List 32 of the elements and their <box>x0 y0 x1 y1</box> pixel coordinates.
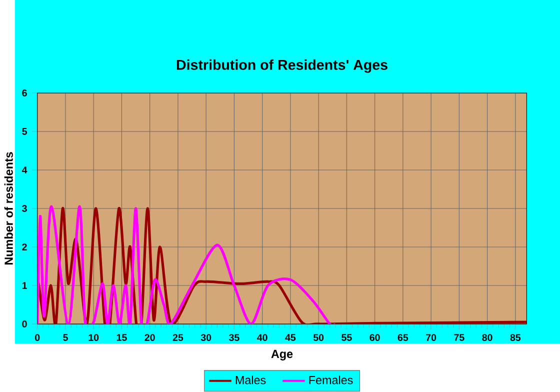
y-tick-label: 1 <box>22 282 27 290</box>
y-axis-title: Number of residents <box>4 152 13 265</box>
x-tick-label: 25 <box>172 334 184 342</box>
x-tick-label: 80 <box>482 334 492 342</box>
x-tick-label: 10 <box>88 334 99 342</box>
x-axis-title: Age <box>271 350 293 361</box>
x-tick-label: 20 <box>144 334 155 342</box>
legend-label: Males <box>236 376 266 384</box>
x-tick-label: 30 <box>200 334 212 342</box>
x-tick-label: 85 <box>510 334 521 342</box>
x-tick-label: 35 <box>229 334 240 342</box>
y-tick-label: 0 <box>22 320 27 328</box>
x-tick-label: 70 <box>426 334 436 342</box>
x-tick-label: 45 <box>285 334 296 342</box>
y-tick-label: 6 <box>22 90 27 97</box>
x-tick-label: 0 <box>35 334 40 342</box>
x-tick-label: 65 <box>398 334 408 342</box>
line-series <box>37 205 337 324</box>
chart-title: Distribution of Residents' Ages <box>176 60 388 74</box>
line-series <box>37 207 527 324</box>
x-tick-label: 15 <box>116 334 127 342</box>
x-tick-label: 40 <box>257 334 268 342</box>
x-tick-label: 50 <box>313 334 324 342</box>
x-tick-label: 75 <box>454 334 464 342</box>
x-tick-label: 55 <box>342 334 352 342</box>
x-tick-label: 60 <box>370 334 380 342</box>
y-tick-label: 5 <box>22 128 27 136</box>
legend-label: Females <box>309 376 353 384</box>
y-tick-label: 3 <box>22 205 27 212</box>
y-tick-label: 2 <box>22 244 27 251</box>
y-tick-label: 4 <box>22 166 28 174</box>
x-tick-label: 5 <box>63 334 68 342</box>
